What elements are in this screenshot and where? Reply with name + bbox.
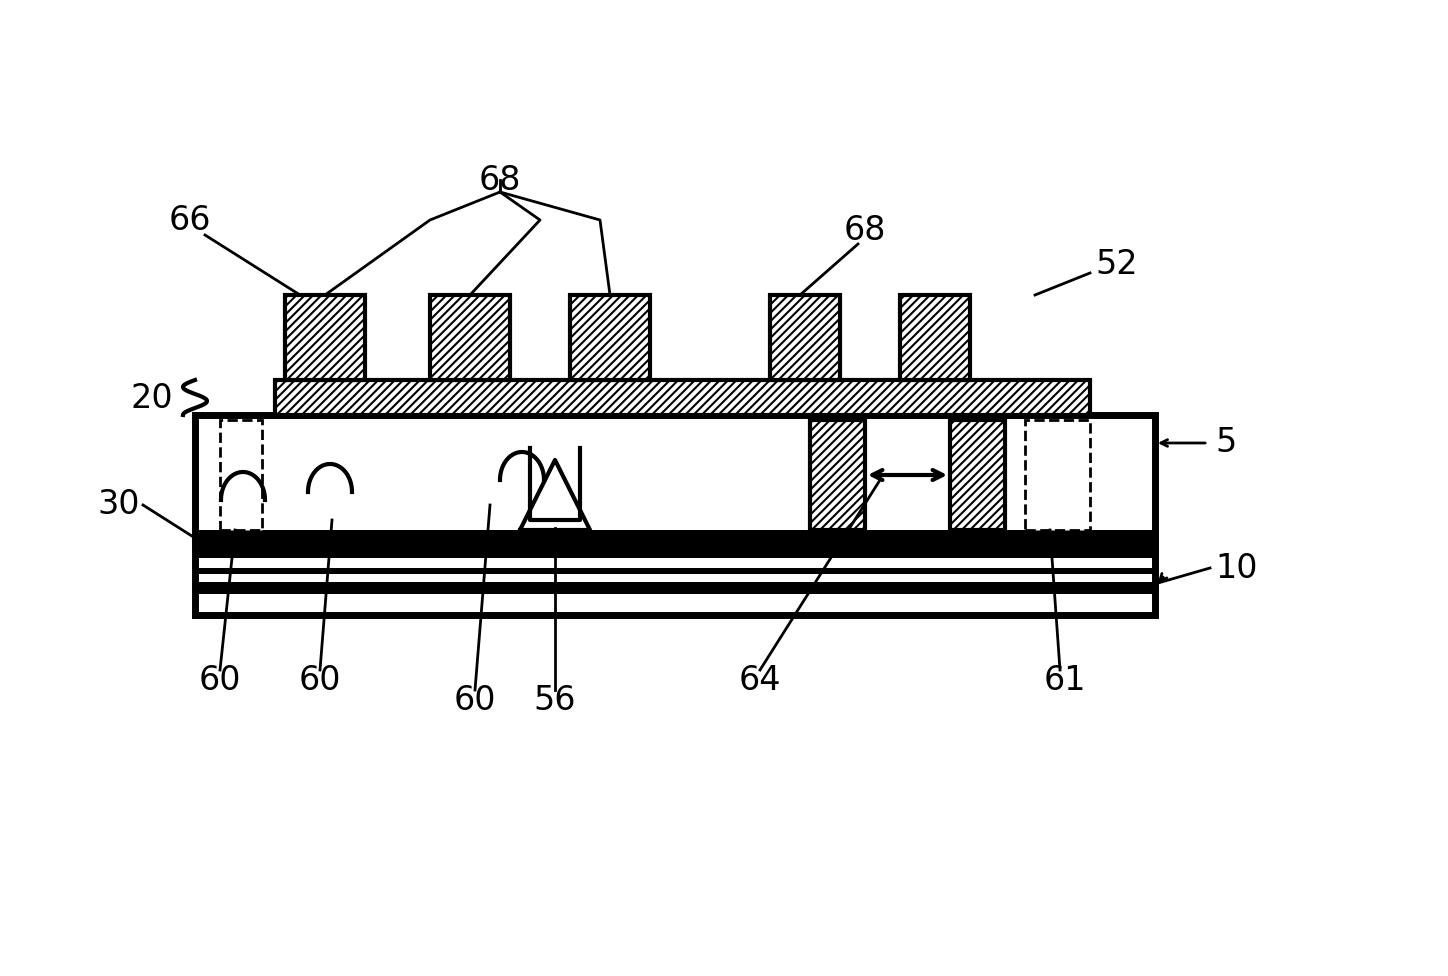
Text: 56: 56 (534, 683, 576, 716)
Text: 52: 52 (1095, 249, 1138, 281)
Text: 10: 10 (1215, 551, 1257, 585)
Text: 5: 5 (1215, 427, 1237, 460)
Bar (770, 295, 840, 380)
Bar (285, 295, 365, 380)
Bar (220, 420, 262, 530)
Bar (195, 530, 1156, 558)
Bar (809, 420, 864, 530)
Text: 60: 60 (298, 664, 342, 697)
Bar (901, 295, 970, 380)
Bar (1025, 420, 1090, 530)
Bar (950, 420, 1005, 530)
Text: 68: 68 (844, 214, 886, 247)
Text: 66: 66 (169, 204, 211, 236)
Text: 61: 61 (1044, 664, 1086, 697)
Text: 60: 60 (453, 683, 497, 716)
Bar (571, 295, 650, 380)
Text: 64: 64 (738, 664, 782, 697)
Bar (275, 380, 1090, 415)
Text: 68: 68 (479, 164, 521, 196)
Bar (430, 295, 510, 380)
Bar (195, 415, 1156, 615)
Text: 60: 60 (198, 664, 242, 697)
Text: 30: 30 (97, 489, 140, 521)
Bar (195, 582, 1156, 594)
Bar (195, 568, 1156, 574)
Text: 20: 20 (130, 382, 172, 415)
